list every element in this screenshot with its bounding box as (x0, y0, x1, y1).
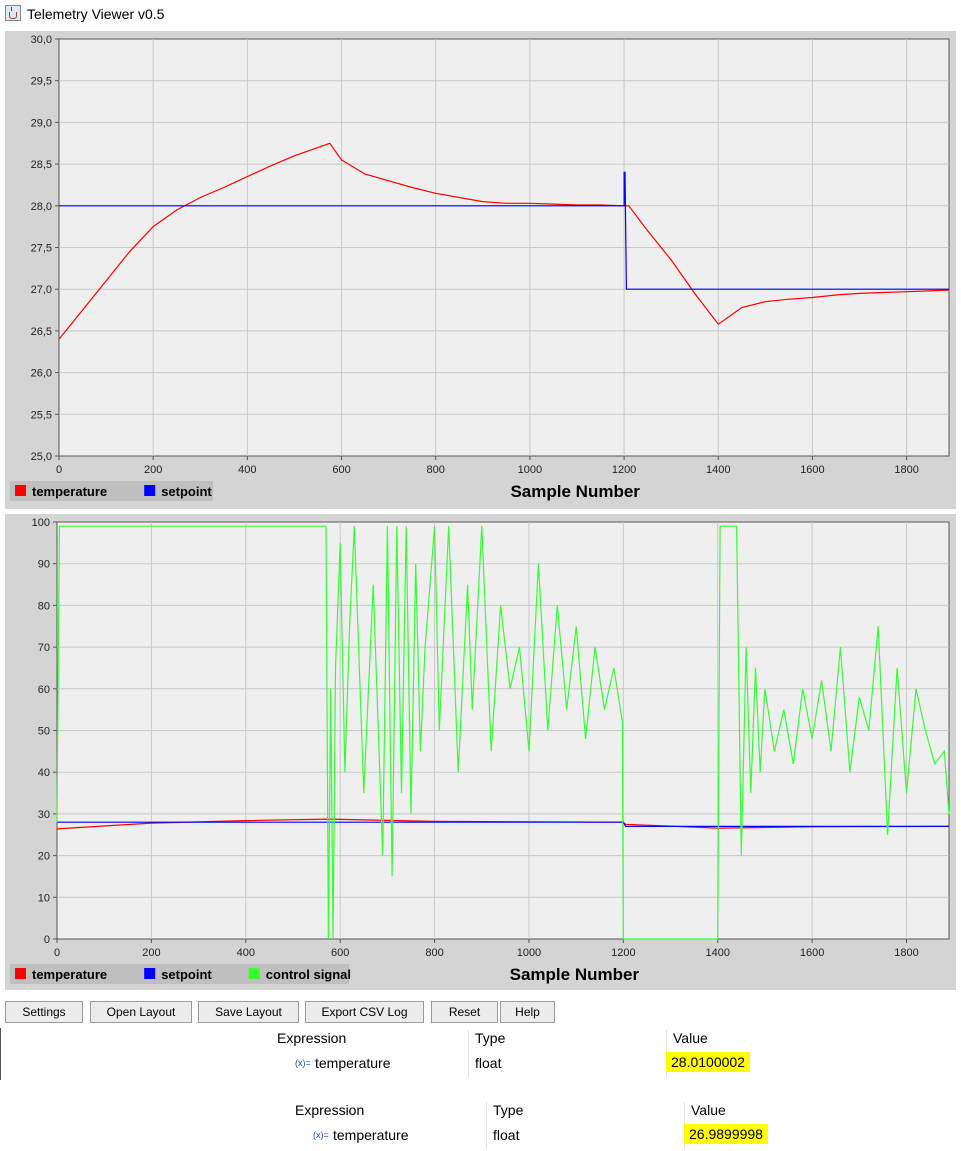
y-tick-label: 60 (38, 684, 50, 696)
watch-table-1: Expression Type Value (x)= temperature f… (272, 1030, 772, 1078)
legend-label: temperature (32, 484, 107, 499)
y-tick-label: 26,5 (31, 326, 52, 338)
expression-header: Expression (277, 1030, 347, 1046)
x-tick-label: 1400 (705, 947, 729, 959)
y-tick-label: 30,0 (31, 34, 52, 46)
reset-button[interactable]: Reset (431, 1001, 498, 1023)
variable-icon: (x)= (313, 1130, 329, 1140)
export-csv-log-button[interactable]: Export CSV Log (305, 1001, 424, 1023)
expression-temperature[interactable]: temperature (333, 1127, 409, 1143)
x-tick-label: 400 (238, 464, 256, 476)
temperature-chart[interactable]: 25,0 25,5 26,0 26,5 27,0 27,5 28,0 28,5 29,0 29,5… (5, 31, 956, 509)
type-value: float (493, 1127, 520, 1143)
legend-box (10, 964, 349, 984)
control-chart-panel[interactable]: 0 10 20 30 40 50 60 70 80 90 100 0 200 400 600 800 1000 1… (5, 514, 956, 990)
legend-swatch-setpoint (144, 485, 156, 496)
y-tick-label: 50 (38, 726, 50, 738)
y-tick-label: 27,0 (31, 284, 52, 296)
y-tick-label: 10 (38, 892, 50, 904)
x-axis-label: Sample Number (510, 482, 640, 501)
series-setpoint (59, 171, 949, 290)
x-tick-label: 1000 (518, 464, 542, 476)
x-tick-label: 1200 (611, 947, 635, 959)
value-header: Value (691, 1102, 726, 1118)
x-tick-label: 200 (142, 947, 160, 959)
x-tick-label: 1400 (706, 464, 730, 476)
temperature-value[interactable]: 28.0100002 (666, 1052, 750, 1072)
watch-table-2: Expression Type Value (x)= temperature f… (290, 1102, 790, 1150)
x-tick-label: 600 (332, 464, 350, 476)
y-tick-label: 90 (38, 559, 50, 571)
expression-header: Expression (295, 1102, 365, 1118)
temperature-value[interactable]: 26.9899998 (684, 1124, 768, 1144)
save-layout-button[interactable]: Save Layout (198, 1001, 299, 1023)
x-tick-label: 0 (54, 947, 60, 959)
legend-swatch-setpoint (144, 968, 156, 979)
legend-label: control signal (266, 967, 351, 982)
divider (0, 1028, 1, 1080)
value-header: Value (673, 1030, 708, 1046)
series-temperature (58, 142, 950, 340)
x-tick-label: 1000 (517, 947, 541, 959)
y-tick-label: 29,5 (31, 76, 52, 88)
y-tick-label: 30 (38, 809, 50, 821)
x-tick-label: 1800 (894, 947, 918, 959)
x-tick-label: 1600 (800, 464, 824, 476)
y-tick-label: 29,0 (31, 117, 52, 129)
y-tick-label: 80 (38, 600, 50, 612)
y-tick-label: 28,0 (31, 201, 52, 213)
y-tick-label: 70 (38, 642, 50, 654)
y-tick-label: 100 (32, 517, 50, 529)
legend-label: setpoint (161, 967, 212, 982)
type-header: Type (475, 1030, 506, 1046)
y-tick-label: 40 (38, 767, 50, 779)
y-tick-label: 28,5 (31, 159, 52, 171)
x-axis-label: Sample Number (510, 965, 640, 984)
help-button[interactable]: Help (500, 1001, 555, 1023)
x-tick-label: 800 (425, 947, 443, 959)
expression-temperature[interactable]: temperature (315, 1055, 391, 1071)
x-tick-label: 1600 (800, 947, 824, 959)
legend-swatch-temperature (15, 485, 26, 496)
legend-label: setpoint (161, 484, 212, 499)
bottom-toolbar: Settings Open Layout Save Layout Export … (5, 1001, 565, 1025)
type-value: float (475, 1055, 502, 1071)
x-tick-label: 1800 (894, 464, 918, 476)
x-tick-label: 1200 (612, 464, 636, 476)
x-tick-label: 600 (331, 947, 349, 959)
variable-icon: (x)= (295, 1058, 311, 1068)
x-tick-label: 0 (56, 464, 62, 476)
series-setpoint (57, 821, 949, 827)
window-title: Telemetry Viewer v0.5 (27, 6, 165, 22)
y-tick-label: 25,0 (31, 451, 52, 463)
x-tick-label: 200 (144, 464, 162, 476)
legend-box (10, 481, 213, 501)
legend-label: temperature (32, 967, 107, 982)
open-layout-button[interactable]: Open Layout (90, 1001, 192, 1023)
legend-swatch-temperature (15, 968, 26, 979)
y-tick-label: 0 (44, 934, 50, 946)
y-tick-label: 25,5 (31, 409, 52, 421)
temperature-chart-panel[interactable]: 25,0 25,5 26,0 26,5 27,0 27,5 28,0 28,5 29,0 29,5… (5, 31, 956, 509)
y-tick-label: 27,5 (31, 243, 52, 255)
x-tick-label: 800 (427, 464, 445, 476)
y-tick-label: 26,0 (31, 368, 52, 380)
y-tick-label: 20 (38, 851, 50, 863)
type-header: Type (493, 1102, 524, 1118)
settings-button[interactable]: Settings (5, 1001, 83, 1023)
legend-swatch-control-signal (248, 968, 260, 979)
java-cup-icon (5, 5, 21, 21)
title-bar: Telemetry Viewer v0.5 (0, 0, 961, 30)
series-control-signal (56, 525, 950, 940)
x-tick-label: 400 (237, 947, 255, 959)
